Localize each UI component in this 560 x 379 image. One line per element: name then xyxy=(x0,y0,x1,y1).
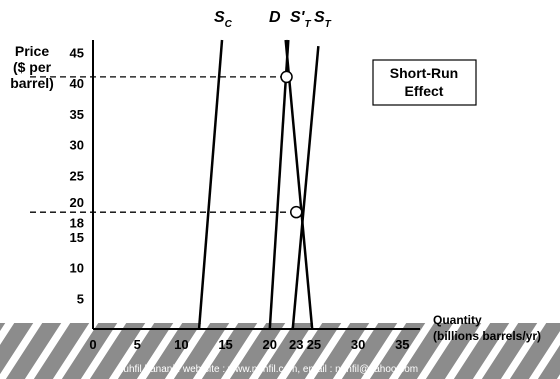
x-axis-title: Quantity xyxy=(433,313,482,327)
y-tick-label: 10 xyxy=(70,261,84,276)
curve-label-1: SC xyxy=(214,9,233,30)
x-tick-label: 30 xyxy=(351,337,365,352)
x-tick-label: 23 xyxy=(289,337,303,352)
y-tick-label: 30 xyxy=(70,138,84,153)
curve-2 xyxy=(268,39,290,330)
curve-label-3: S'T xyxy=(290,9,311,30)
y-tick-label: 40 xyxy=(70,76,84,91)
equilibrium-point-2 xyxy=(290,205,303,219)
y-axis-title: Price xyxy=(15,43,49,59)
curve-4 xyxy=(291,46,320,330)
x-tick-label: 15 xyxy=(218,337,232,352)
equilibrium-point-1 xyxy=(280,70,293,84)
x-tick-label: 0 xyxy=(89,337,96,352)
hatched-floor xyxy=(0,323,560,379)
y-tick-label: 45 xyxy=(70,45,84,60)
x-tick-label: 25 xyxy=(307,337,321,352)
curve-3 xyxy=(284,39,314,330)
annotation-text: Short-Run xyxy=(390,65,458,81)
x-tick-label: 20 xyxy=(263,337,277,352)
curve-1 xyxy=(197,39,224,330)
x-axis-title: (billions barrels/yr) xyxy=(433,329,541,343)
curve-label-4: ST xyxy=(314,9,332,30)
x-tick-label: 35 xyxy=(395,337,409,352)
curve-label-2: D xyxy=(269,9,281,26)
y-tick-label: 20 xyxy=(70,195,84,210)
footer-credit: nuhfil hanani : web site : www.nuhfil.co… xyxy=(118,364,418,375)
y-axis-title: ($ per xyxy=(13,59,52,75)
x-tick-label: 10 xyxy=(174,337,188,352)
annotation-box xyxy=(372,59,477,106)
y-tick-label: 5 xyxy=(77,291,84,306)
annotation-text: Effect xyxy=(405,83,444,99)
y-tick-label: 15 xyxy=(70,230,84,245)
y-axis-title: barrel) xyxy=(10,75,54,91)
y-tick-label: 18 xyxy=(70,215,84,230)
y-tick-label: 25 xyxy=(70,168,84,183)
y-tick-label: 35 xyxy=(70,107,84,122)
x-tick-label: 5 xyxy=(134,337,141,352)
